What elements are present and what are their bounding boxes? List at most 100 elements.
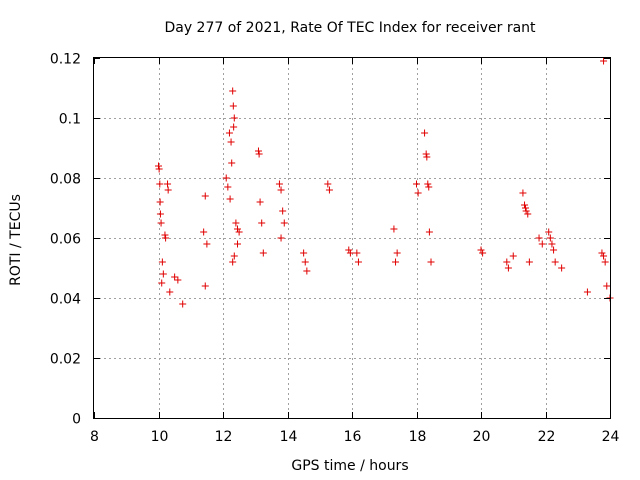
data-point [230, 123, 238, 131]
data-point [479, 249, 487, 257]
axis-ticks: 8 10 12 14 16 18 20 22 24 0 0.02 0.04 0.06 0.08 0.1 0.1… [50, 52, 620, 446]
data-point [275, 180, 283, 188]
x-tick-label: 16 [344, 429, 362, 445]
x-tick-label: 8 [90, 429, 99, 445]
data-point [164, 180, 172, 188]
data-point [524, 210, 532, 218]
data-point [392, 258, 400, 266]
y-tick-label: 0.08 [50, 172, 81, 188]
data-point [256, 198, 264, 206]
data-point [235, 228, 243, 236]
x-tick-label: 14 [280, 429, 298, 445]
data-point [229, 102, 237, 110]
data-point [157, 219, 165, 227]
data-point [425, 183, 433, 191]
data-point [229, 87, 237, 95]
data-point [301, 258, 309, 266]
data-point [550, 246, 558, 254]
data-point [393, 249, 401, 257]
data-point [225, 129, 233, 137]
data-point [158, 279, 166, 287]
data-point [354, 258, 362, 266]
data-point [422, 150, 430, 158]
data-point [535, 234, 543, 242]
data-point [171, 273, 179, 281]
data-point [234, 225, 242, 233]
data-point [228, 159, 236, 167]
y-tick-label: 0.1 [59, 112, 81, 128]
data-point [558, 264, 566, 272]
data-point [423, 153, 431, 161]
data-point [156, 210, 164, 218]
data-point [477, 246, 485, 254]
chart-title: Day 277 of 2021, Rate Of TEC Index for r… [164, 20, 536, 36]
data-point [174, 276, 182, 284]
data-point [425, 228, 433, 236]
data-point [179, 300, 187, 308]
data-point [159, 270, 167, 278]
data-point [548, 240, 556, 248]
data-point [600, 57, 608, 65]
data-point [277, 234, 285, 242]
data-point [538, 240, 546, 248]
data-point [229, 258, 237, 266]
data-point [155, 162, 162, 170]
data-point [200, 228, 208, 236]
data-point [522, 207, 530, 215]
data-point [546, 234, 554, 242]
data-point [600, 252, 608, 260]
data-point [424, 180, 432, 188]
data-point [346, 249, 354, 257]
data-point [504, 264, 512, 272]
data-point [201, 192, 209, 200]
x-axis-label: GPS time / hours [291, 458, 408, 474]
data-point [300, 249, 308, 257]
y-tick-label: 0.06 [50, 232, 81, 248]
data-point [279, 207, 287, 215]
data-point [201, 282, 209, 290]
data-point [155, 165, 163, 173]
data-point [427, 258, 435, 266]
x-tick-label: 22 [538, 429, 556, 445]
data-point [414, 189, 422, 197]
y-tick-label: 0.12 [50, 52, 81, 68]
data-point [226, 195, 234, 203]
data-point [421, 129, 429, 137]
data-point [601, 258, 609, 266]
data-point [280, 219, 288, 227]
x-tick-label: 12 [215, 429, 233, 445]
data-point [525, 258, 533, 266]
data-point [162, 234, 170, 242]
data-point [230, 114, 238, 122]
plot-frame [93, 57, 611, 419]
data-point [583, 288, 591, 296]
data-point [161, 231, 169, 239]
data-point [390, 225, 398, 233]
data-point [603, 282, 611, 290]
data-point [277, 186, 285, 194]
y-tick-label: 0 [72, 412, 81, 428]
data-point [259, 249, 267, 257]
data-point [255, 150, 263, 158]
data-point [519, 189, 527, 197]
data-point [227, 138, 235, 146]
x-tick-label: 18 [409, 429, 427, 445]
data-point [164, 186, 172, 194]
data-point [166, 288, 174, 296]
data-point [254, 147, 262, 155]
data-point [413, 180, 420, 188]
data-point [521, 201, 529, 209]
data-point [156, 198, 164, 206]
data-point [522, 204, 530, 212]
x-tick-label: 24 [602, 429, 620, 445]
x-tick-label: 10 [151, 429, 169, 445]
data-point [224, 183, 232, 191]
data-point [258, 219, 266, 227]
data-point [551, 258, 559, 266]
data-point [598, 249, 606, 257]
data-point [324, 180, 332, 188]
data-point [509, 252, 517, 260]
data-point [303, 267, 311, 275]
data-point [503, 258, 511, 266]
